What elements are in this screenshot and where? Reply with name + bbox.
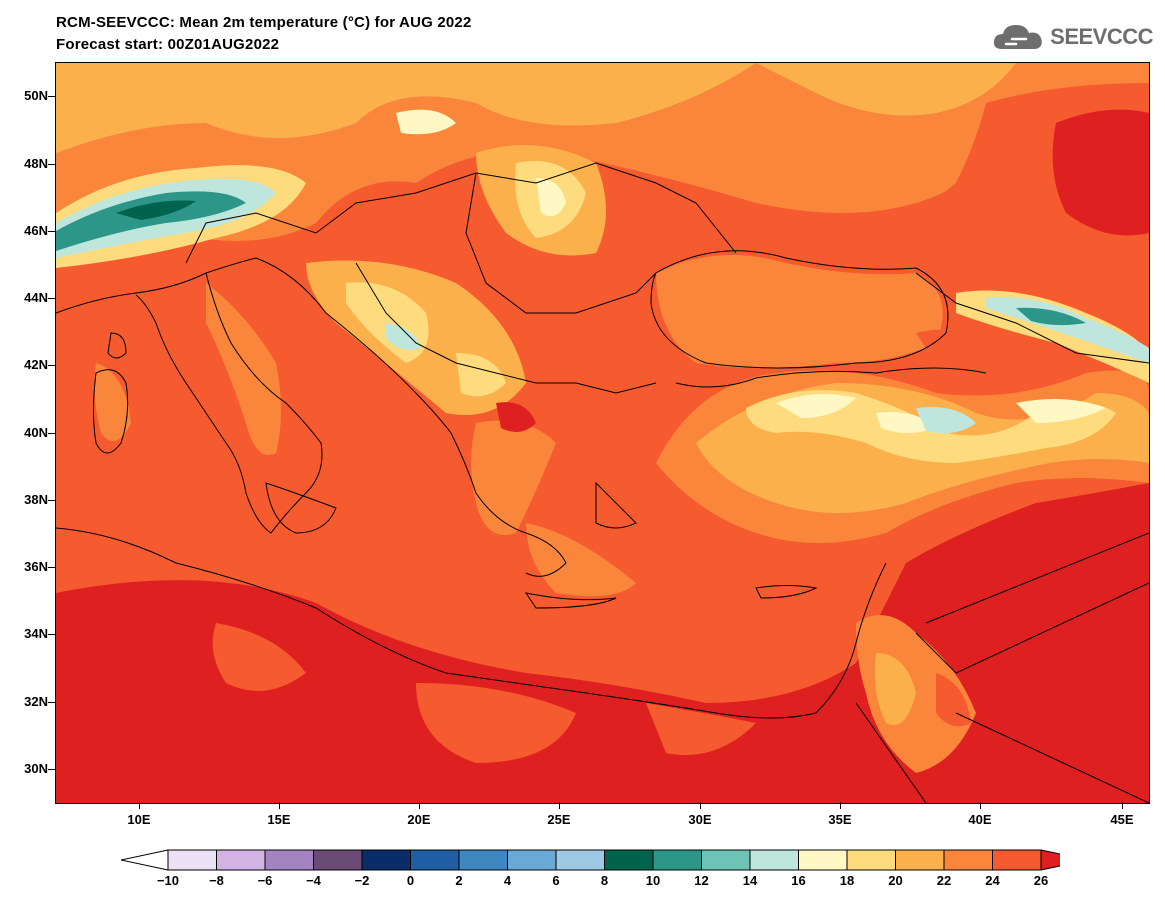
lat-tick <box>48 769 55 770</box>
colorbar-level-label: −6 <box>257 873 273 888</box>
colorbar-level-label: 10 <box>645 873 661 888</box>
colorbar-bin <box>846 849 896 871</box>
colorbar-max-arrow <box>1040 849 1060 871</box>
lon-label-40e: 40E <box>968 812 992 827</box>
lon-tick <box>700 802 701 809</box>
lon-tick <box>559 802 560 809</box>
lon-tick <box>419 802 420 809</box>
lat-tick <box>48 365 55 366</box>
colorbar-bin <box>264 849 314 871</box>
colorbar-level-label: 2 <box>455 873 463 888</box>
lat-tick <box>48 567 55 568</box>
lon-tick <box>1122 802 1123 809</box>
colorbar-bin <box>798 849 848 871</box>
colorbar-level-label: 8 <box>600 873 609 888</box>
lon-tick <box>279 802 280 809</box>
colorbar-bin <box>410 849 460 871</box>
colorbar-level-label: 18 <box>839 873 855 888</box>
lon-label-20e: 20E <box>407 812 431 827</box>
seevccc-logo: SEEVCCC <box>992 20 1153 54</box>
lon-label-10e: 10E <box>127 812 151 827</box>
forecast-start-label: Forecast start: 00Z01AUG2022 <box>56 36 280 53</box>
colorbar-level-label: 22 <box>936 873 952 888</box>
colorbar-bin <box>652 849 702 871</box>
colorbar-bin <box>507 849 557 871</box>
lat-label-38n: 38N <box>24 492 48 507</box>
lat-tick <box>48 231 55 232</box>
lat-label-42n: 42N <box>24 357 48 372</box>
lon-label-30e: 30E <box>688 812 712 827</box>
colorbar-bin <box>701 849 751 871</box>
lat-label-36n: 36N <box>24 559 48 574</box>
colorbar-level-label: 6 <box>552 873 560 888</box>
logo-text: SEEVCCC <box>1050 24 1153 49</box>
colorbar-bin <box>555 849 605 871</box>
lon-label-45e: 45E <box>1110 812 1134 827</box>
lat-tick <box>48 164 55 165</box>
colorbar-level-label: 12 <box>694 873 709 888</box>
colorbar-level-label: −10 <box>156 873 180 888</box>
colorbar-bin <box>749 849 799 871</box>
colorbar-bin <box>313 849 363 871</box>
lon-tick <box>139 802 140 809</box>
lat-tick <box>48 433 55 434</box>
colorbar-level-label: 24 <box>985 873 1000 888</box>
lat-label-32n: 32N <box>24 694 48 709</box>
lat-label-34n: 34N <box>24 626 48 641</box>
colorbar-bin <box>458 849 508 871</box>
colorbar-level-label: −4 <box>306 873 321 888</box>
colorbar-level-label: 4 <box>503 873 512 888</box>
map-title: RCM-SEEVCCC: Mean 2m temperature (°C) fo… <box>56 14 472 31</box>
lat-label-44n: 44N <box>24 290 48 305</box>
lat-tick <box>48 298 55 299</box>
colorbar-level-label: −2 <box>354 873 370 888</box>
lat-tick <box>48 500 55 501</box>
colorbar-bin <box>604 849 654 871</box>
lon-tick <box>980 802 981 809</box>
lat-tick <box>48 96 55 97</box>
lat-label-46n: 46N <box>24 223 48 238</box>
lat-tick <box>48 634 55 635</box>
colorbar-level-label: 20 <box>888 873 903 888</box>
colorbar <box>120 849 1060 871</box>
colorbar-bin <box>895 849 945 871</box>
lat-label-50n: 50N <box>24 88 48 103</box>
lat-label-30n: 30N <box>24 761 48 776</box>
colorbar-level-label: −8 <box>209 873 224 888</box>
colorbar-bin <box>361 849 411 871</box>
temperature-field <box>56 63 1149 803</box>
lon-label-35e: 35E <box>828 812 852 827</box>
lat-label-40n: 40N <box>24 425 48 440</box>
colorbar-level-label: 0 <box>406 873 415 888</box>
lat-label-48n: 48N <box>24 156 48 171</box>
colorbar-level-label: 26 <box>1033 873 1049 888</box>
colorbar-bin <box>167 849 217 871</box>
lon-label-15e: 15E <box>267 812 291 827</box>
colorbar-bin <box>992 849 1042 871</box>
lon-tick <box>840 802 841 809</box>
cloud-icon <box>994 25 1042 49</box>
colorbar-level-label: 16 <box>791 873 806 888</box>
lon-label-25e: 25E <box>547 812 571 827</box>
colorbar-level-label: 14 <box>742 873 758 888</box>
colorbar-min-arrow <box>120 849 169 871</box>
colorbar-bin <box>943 849 993 871</box>
lat-tick <box>48 702 55 703</box>
temperature-map <box>55 62 1150 804</box>
colorbar-bin <box>216 849 266 871</box>
